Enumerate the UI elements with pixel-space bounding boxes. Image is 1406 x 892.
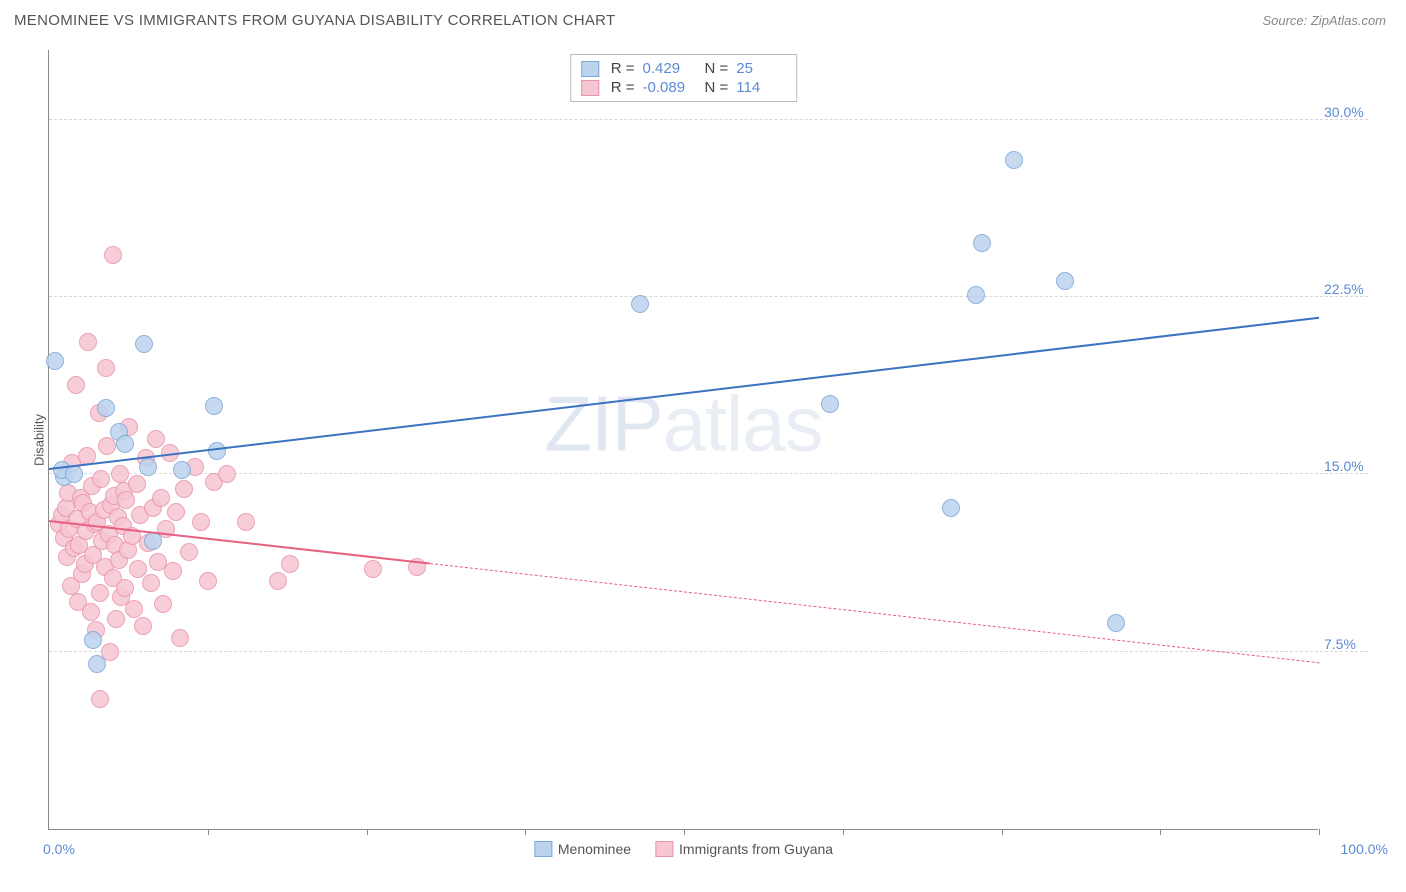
guyana-point: [237, 513, 255, 531]
guyana-point: [111, 465, 129, 483]
y-axis-title: Disability: [32, 413, 47, 465]
guyana-point: [104, 246, 122, 264]
chart-title: MENOMINEE VS IMMIGRANTS FROM GUYANA DISA…: [14, 12, 616, 29]
bottom-legend: Menominee Immigrants from Guyana: [534, 841, 833, 857]
x-tick: [525, 829, 526, 835]
trend-line: [49, 316, 1319, 469]
legend-item: Menominee: [534, 841, 631, 857]
swatch-icon: [655, 841, 673, 857]
menominee-point: [46, 352, 64, 370]
guyana-point: [281, 555, 299, 573]
stats-box: R = 0.429 N = 25 R = -0.089 N = 114: [570, 54, 798, 102]
menominee-point: [84, 631, 102, 649]
menominee-point: [1056, 272, 1074, 290]
plot-area: ZIPatlas Disability 0.0% 100.0% R =0.429…: [48, 50, 1318, 830]
menominee-point: [139, 458, 157, 476]
guyana-point: [269, 572, 287, 590]
menominee-point: [973, 234, 991, 252]
stat-r-value: 0.429: [643, 60, 693, 77]
guyana-point: [125, 600, 143, 618]
legend-label: Immigrants from Guyana: [679, 841, 833, 857]
swatch-icon: [581, 80, 599, 96]
guyana-point: [192, 513, 210, 531]
guyana-point: [199, 572, 217, 590]
y-tick-label: 15.0%: [1324, 458, 1384, 474]
x-tick: [684, 829, 685, 835]
stats-row: R = -0.089 N = 114: [581, 78, 787, 97]
menominee-point: [97, 399, 115, 417]
legend-item: Immigrants from Guyana: [655, 841, 833, 857]
grid-line: [49, 651, 1368, 652]
swatch-icon: [534, 841, 552, 857]
guyana-point: [92, 470, 110, 488]
guyana-point: [180, 543, 198, 561]
guyana-point: [175, 480, 193, 498]
guyana-point: [116, 579, 134, 597]
x-tick: [1002, 829, 1003, 835]
guyana-point: [171, 629, 189, 647]
grid-line: [49, 296, 1368, 297]
guyana-point: [107, 610, 125, 628]
guyana-point: [128, 475, 146, 493]
menominee-point: [173, 461, 191, 479]
menominee-point: [116, 435, 134, 453]
x-tick: [208, 829, 209, 835]
guyana-point: [164, 562, 182, 580]
menominee-point: [631, 295, 649, 313]
x-tick: [1319, 829, 1320, 835]
x-tick: [1160, 829, 1161, 835]
guyana-point: [67, 376, 85, 394]
stat-n-label: N =: [705, 60, 729, 77]
swatch-icon: [581, 61, 599, 77]
source-label: Source: ZipAtlas.com: [1262, 13, 1386, 28]
legend-label: Menominee: [558, 841, 631, 857]
stat-r-label: R =: [611, 79, 635, 96]
guyana-point: [82, 603, 100, 621]
menominee-point: [135, 335, 153, 353]
stat-r-value: -0.089: [643, 79, 693, 96]
guyana-point: [147, 430, 165, 448]
stat-n-value: 114: [736, 79, 786, 96]
grid-line: [49, 473, 1368, 474]
x-tick: [843, 829, 844, 835]
watermark-bold: ZIP: [544, 379, 662, 467]
guyana-point: [91, 690, 109, 708]
x-axis-min-label: 0.0%: [43, 841, 75, 857]
guyana-point: [134, 617, 152, 635]
menominee-point: [208, 442, 226, 460]
guyana-point: [167, 503, 185, 521]
y-tick-label: 22.5%: [1324, 281, 1384, 297]
guyana-point: [91, 584, 109, 602]
menominee-point: [1005, 151, 1023, 169]
menominee-point: [65, 465, 83, 483]
y-tick-label: 7.5%: [1324, 636, 1384, 652]
menominee-point: [88, 655, 106, 673]
guyana-point: [364, 560, 382, 578]
x-axis-max-label: 100.0%: [1341, 841, 1388, 857]
trend-line: [430, 563, 1319, 663]
stat-n-value: 25: [736, 60, 786, 77]
menominee-point: [942, 499, 960, 517]
guyana-point: [79, 333, 97, 351]
guyana-point: [97, 359, 115, 377]
stats-row: R = 0.429 N = 25: [581, 59, 787, 78]
stat-n-label: N =: [705, 79, 729, 96]
menominee-point: [967, 286, 985, 304]
guyana-point: [154, 595, 172, 613]
menominee-point: [205, 397, 223, 415]
menominee-point: [1107, 614, 1125, 632]
header: MENOMINEE VS IMMIGRANTS FROM GUYANA DISA…: [0, 0, 1406, 40]
stat-r-label: R =: [611, 60, 635, 77]
guyana-point: [152, 489, 170, 507]
guyana-point: [218, 465, 236, 483]
grid-line: [49, 119, 1368, 120]
menominee-point: [821, 395, 839, 413]
x-tick: [367, 829, 368, 835]
y-tick-label: 30.0%: [1324, 104, 1384, 120]
guyana-point: [142, 574, 160, 592]
guyana-point: [117, 491, 135, 509]
